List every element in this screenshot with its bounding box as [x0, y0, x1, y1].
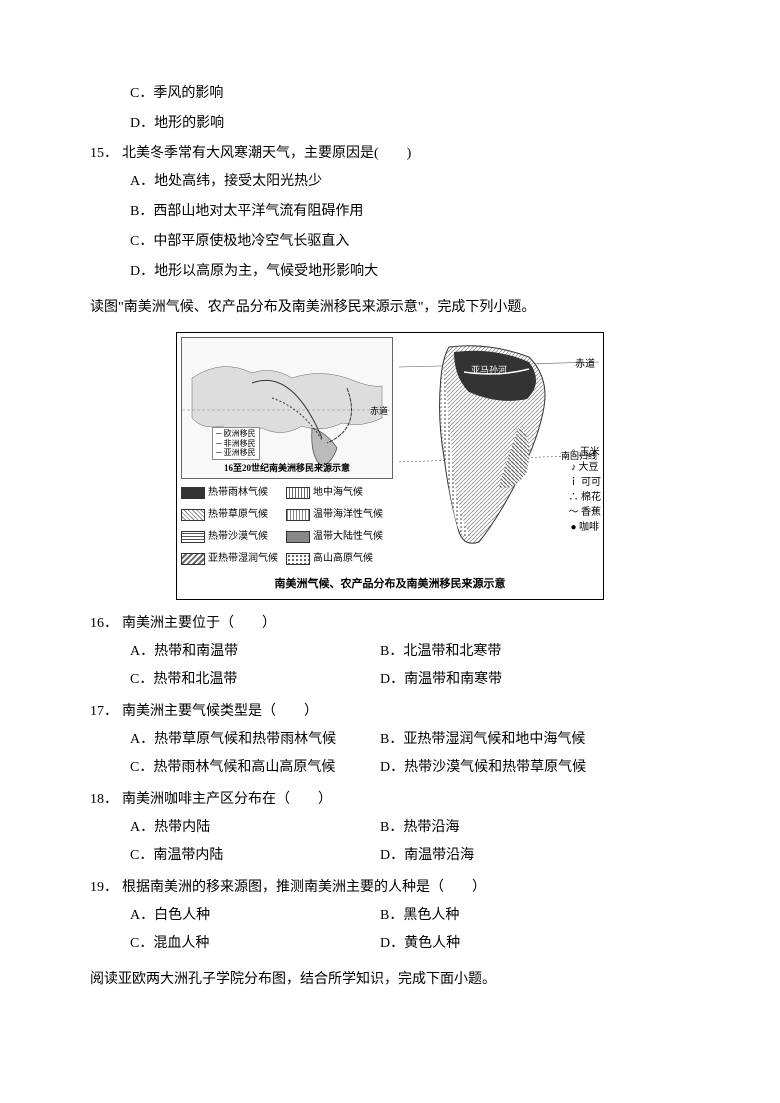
figure-instruction: 读图"南美洲气候、农产品分布及南美洲移民来源示意"，完成下列小题。 — [90, 294, 690, 322]
q18-option-a: A．热带内陆 — [130, 814, 380, 842]
legend-savanna: 热带草原气候 — [181, 505, 286, 525]
migrant-legend: ─ 欧洲移民 ─ 非洲移民 ─ 亚洲移民 — [212, 427, 260, 460]
legend-oceanic: 温带海洋性气候 — [286, 505, 391, 525]
q18-option-b: B．热带沿海 — [380, 814, 459, 842]
figure-caption: 南美洲气候、农产品分布及南美洲移民来源示意 — [181, 573, 599, 595]
q17-stem: 南美洲主要气候类型是（ ） — [122, 698, 690, 726]
migrant-af: ─ 非洲移民 — [216, 439, 256, 449]
south-america-map: 赤道 亚马孙河 南回归线 ♀ 玉米 ♪ 大豆 ｉ 可可 ∴ 棉花 〜 香蕉 ● … — [399, 337, 599, 557]
crop-coffee: ● 咖啡 — [569, 520, 602, 535]
q19-option-a: A．白色人种 — [130, 902, 380, 930]
legend-desert: 热带沙漠气候 — [181, 527, 286, 547]
option-d: D．地形的影响 — [90, 110, 690, 138]
legend-subtropical: 亚热带湿润气候 — [181, 549, 286, 569]
q18-option-c: C．南温带内陆 — [130, 842, 380, 870]
q15-stem: 北美冬季常有大风寒潮天气，主要原因是( ) — [122, 140, 690, 168]
crop-legend: ♀ 玉米 ♪ 大豆 ｉ 可可 ∴ 棉花 〜 香蕉 ● 咖啡 — [569, 445, 602, 535]
q16-option-c: C．热带和北温带 — [130, 666, 380, 694]
migrant-eu: ─ 欧洲移民 — [216, 429, 256, 439]
crop-corn: ♀ 玉米 — [569, 445, 602, 460]
q19-option-c: C．混血人种 — [130, 930, 380, 958]
river-label: 亚马孙河 — [471, 361, 507, 379]
instruction-2: 阅读亚欧两大洲孔子学院分布图，结合所学知识，完成下面小题。 — [90, 966, 690, 994]
q15-option-d: D．地形以高原为主，气候受地形影响大 — [90, 258, 690, 286]
legend-alpine: 高山高原气候 — [286, 549, 391, 569]
q18-num: 18． — [90, 786, 122, 814]
equator-label-sa: 赤道 — [575, 355, 595, 375]
figure-container: 赤道 ─ 欧洲移民 ─ 非洲移民 ─ 亚洲移民 16至20世纪南美洲移民来源示意… — [90, 332, 690, 600]
q15-option-b: B．西部山地对太平洋气流有阻碍作用 — [90, 198, 690, 226]
world-migration-map: 赤道 ─ 欧洲移民 ─ 非洲移民 ─ 亚洲移民 16至20世纪南美洲移民来源示意 — [181, 337, 393, 479]
question-19: 19． 根据南美洲的移来源图，推测南美洲主要的人种是（ ） A．白色人种 B．黑… — [90, 874, 690, 958]
q17-option-b: B．亚热带湿润气候和地中海气候 — [380, 726, 585, 754]
q17-option-a: A．热带草原气候和热带雨林气候 — [130, 726, 380, 754]
migrant-as: ─ 亚洲移民 — [216, 448, 256, 458]
crop-soybean: ♪ 大豆 — [569, 460, 602, 475]
q16-stem: 南美洲主要位于（ ） — [122, 610, 690, 638]
equator-label-world: 赤道 — [370, 402, 388, 420]
q19-stem: 根据南美洲的移来源图，推测南美洲主要的人种是（ ） — [122, 874, 690, 902]
question-16: 16． 南美洲主要位于（ ） A．热带和南温带 B．北温带和北寒带 C．热带和北… — [90, 610, 690, 694]
crop-banana: 〜 香蕉 — [569, 505, 602, 520]
climate-legend: 热带雨林气候 地中海气候 热带草原气候 温带海洋性气候 热带沙漠气候 温带大陆性… — [181, 483, 391, 571]
q17-option-c: C．热带雨林气候和高山高原气候 — [130, 754, 380, 782]
question-18: 18． 南美洲咖啡主产区分布在（ ） A．热带内陆 B．热带沿海 C．南温带内陆… — [90, 786, 690, 870]
q19-option-b: B．黑色人种 — [380, 902, 459, 930]
question-17: 17． 南美洲主要气候类型是（ ） A．热带草原气候和热带雨林气候 B．亚热带湿… — [90, 698, 690, 782]
option-c: C．季风的影响 — [90, 80, 690, 108]
q16-option-a: A．热带和南温带 — [130, 638, 380, 666]
q15-option-a: A．地处高纬，接受太阳光热少 — [90, 168, 690, 196]
q16-num: 16． — [90, 610, 122, 638]
q15-num: 15． — [90, 140, 122, 168]
q18-stem: 南美洲咖啡主产区分布在（ ） — [122, 786, 690, 814]
question-15: 15． 北美冬季常有大风寒潮天气，主要原因是( ) A．地处高纬，接受太阳光热少… — [90, 140, 690, 286]
crop-cotton: ∴ 棉花 — [569, 490, 602, 505]
legend-mediterranean: 地中海气候 — [286, 483, 391, 503]
q15-option-c: C．中部平原使极地冷空气长驱直入 — [90, 228, 690, 256]
q17-num: 17． — [90, 698, 122, 726]
legend-continental: 温带大陆性气候 — [286, 527, 391, 547]
crop-cocoa: ｉ 可可 — [569, 475, 602, 490]
figure-box: 赤道 ─ 欧洲移民 ─ 非洲移民 ─ 亚洲移民 16至20世纪南美洲移民来源示意… — [176, 332, 604, 600]
q16-option-d: D．南温带和南寒带 — [380, 666, 502, 694]
q19-num: 19． — [90, 874, 122, 902]
world-subcaption: 16至20世纪南美洲移民来源示意 — [182, 459, 392, 477]
q18-option-d: D．南温带沿海 — [380, 842, 474, 870]
q17-option-d: D．热带沙漠气候和热带草原气候 — [380, 754, 586, 782]
q19-option-d: D．黄色人种 — [380, 930, 460, 958]
q16-option-b: B．北温带和北寒带 — [380, 638, 501, 666]
legend-rainforest: 热带雨林气候 — [181, 483, 286, 503]
